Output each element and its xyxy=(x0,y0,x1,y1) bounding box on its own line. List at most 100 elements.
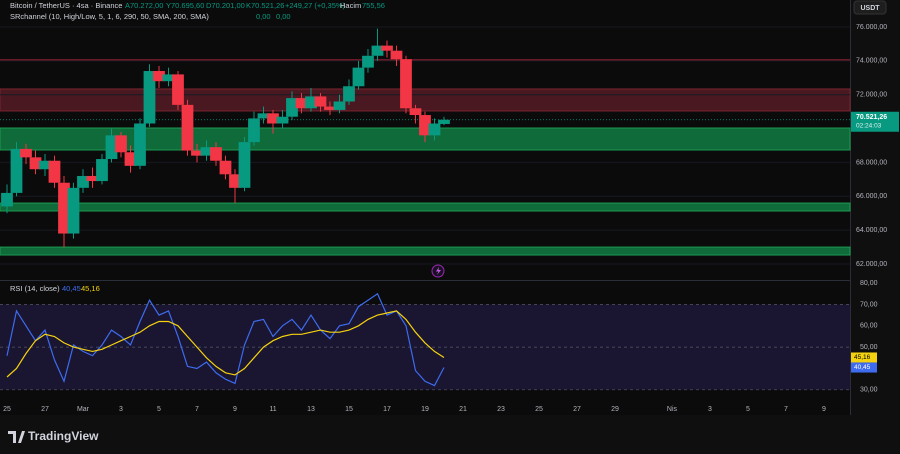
sr-zone xyxy=(0,88,851,112)
candle-body xyxy=(257,113,270,119)
candle-body xyxy=(58,182,70,234)
candle-body xyxy=(419,115,431,136)
brand: TradingView xyxy=(8,429,99,443)
y-tick-label: 80,00 xyxy=(860,280,878,287)
x-tick-label: 27 xyxy=(573,406,581,413)
ohlc-close: K70.521,26 xyxy=(246,1,284,10)
y-tick-label: 66.000,00 xyxy=(856,193,887,200)
x-tick-label: 17 xyxy=(383,406,391,413)
x-tick-label: 9 xyxy=(822,406,826,413)
rsi-value: 40,45 xyxy=(62,284,81,293)
volume-label: Hacim xyxy=(340,1,361,10)
candle-body xyxy=(124,152,137,166)
rsi-value: 45,16 xyxy=(81,284,100,293)
currency-button[interactable] xyxy=(853,0,887,15)
candle-body xyxy=(390,50,403,60)
candle-body xyxy=(162,74,175,82)
candle-body xyxy=(181,104,194,151)
value-badge xyxy=(851,352,877,363)
candle-body xyxy=(400,59,412,109)
candle-body xyxy=(343,86,355,102)
x-tick-label: 7 xyxy=(195,406,199,413)
change: +249,27 (+0,35%) xyxy=(285,1,346,10)
indicator[interactable]: SRchannel (10, High/Low, 5, 1, 6, 290, 5… xyxy=(10,12,209,21)
candle-body xyxy=(381,45,393,51)
indicator-value: 0,00 xyxy=(256,12,271,21)
x-tick-label: 29 xyxy=(611,406,619,413)
y-tick-label: 70,00 xyxy=(860,301,878,308)
candle-body xyxy=(248,118,260,143)
candle-body xyxy=(191,150,203,156)
candle-body xyxy=(305,96,317,109)
candle-body xyxy=(200,147,213,156)
x-tick-label: 25 xyxy=(3,406,11,413)
candle-body xyxy=(438,119,450,124)
ohlc-high: Y70.695,60 xyxy=(166,1,204,10)
candle-body xyxy=(286,98,298,117)
candle-body xyxy=(314,96,327,107)
candle-body xyxy=(210,147,222,161)
candle-body xyxy=(333,101,346,110)
candle-body xyxy=(77,175,89,188)
x-tick-label: 3 xyxy=(708,406,712,413)
y-tick-label: 72.000,00 xyxy=(856,92,887,99)
candle-body xyxy=(219,160,232,175)
candle-body xyxy=(115,135,127,153)
candle-body xyxy=(134,123,146,166)
x-tick-label: 21 xyxy=(459,406,467,413)
value-badge-label: 45,16 xyxy=(854,354,871,361)
y-tick-label: 60,00 xyxy=(860,323,878,330)
candle-body xyxy=(324,106,336,110)
candle-body xyxy=(229,174,241,188)
candle-body xyxy=(238,142,251,188)
x-tick-label: 5 xyxy=(746,406,750,413)
last-price-badge xyxy=(851,111,899,132)
y-tick-label: 68.000,00 xyxy=(856,159,887,166)
x-tick-label: 11 xyxy=(269,406,276,413)
y-tick-label: 64.000,00 xyxy=(856,227,887,234)
y-tick-label: 30,00 xyxy=(860,387,878,394)
candle-body xyxy=(29,157,42,170)
y-tick-label: 76.000,00 xyxy=(856,24,887,31)
candle-body xyxy=(39,160,51,170)
volume: 755,56 xyxy=(362,1,385,10)
x-tick-label: Nis xyxy=(667,406,678,413)
rsi-line xyxy=(6,310,445,378)
symbol: Bitcoin / TetherUS · 4sa · Binance xyxy=(10,1,122,10)
y-tick-label: 74.000,00 xyxy=(856,58,887,65)
x-tick-label: 9 xyxy=(233,406,237,413)
sr-zone xyxy=(0,246,851,256)
candle-body xyxy=(428,123,441,136)
x-tick-label: 23 xyxy=(497,406,505,413)
x-tick-label: 27 xyxy=(41,406,49,413)
x-tick-label: 25 xyxy=(535,406,543,413)
rsi-title: RSI (14, close) xyxy=(10,284,60,293)
candle-body xyxy=(143,71,156,124)
candle-body xyxy=(96,159,108,182)
x-tick-label: 19 xyxy=(421,406,429,413)
currency[interactable]: USDT xyxy=(860,5,880,12)
candle-body xyxy=(20,148,32,158)
logo-mark xyxy=(8,431,25,443)
header: Bitcoin / TetherUS · 4sa · Binance A70.2… xyxy=(10,1,385,21)
brand-name[interactable]: TradingView xyxy=(28,429,99,443)
main-pane: 76.000,00 74.000,00 72.000,00 68.000,00 66.0… xyxy=(0,24,899,268)
candle-body xyxy=(295,98,308,109)
x-tick-label: 5 xyxy=(157,406,161,413)
y-tick-label: 62.000,00 xyxy=(856,261,887,268)
candle-body xyxy=(352,67,365,87)
event-icon-bolt xyxy=(436,267,441,275)
x-tick-label: 15 xyxy=(345,406,353,413)
candle-body xyxy=(48,160,61,183)
candle-body xyxy=(1,192,13,207)
x-tick-label: 3 xyxy=(119,406,123,413)
candle-body xyxy=(67,187,80,234)
x-tick-label: Mar xyxy=(77,406,90,413)
countdown: 02:24:03 xyxy=(856,122,882,129)
candle-body xyxy=(362,55,374,68)
x-tick-label: 13 xyxy=(307,406,315,413)
candle-body xyxy=(153,71,165,82)
candle-body xyxy=(86,175,99,182)
